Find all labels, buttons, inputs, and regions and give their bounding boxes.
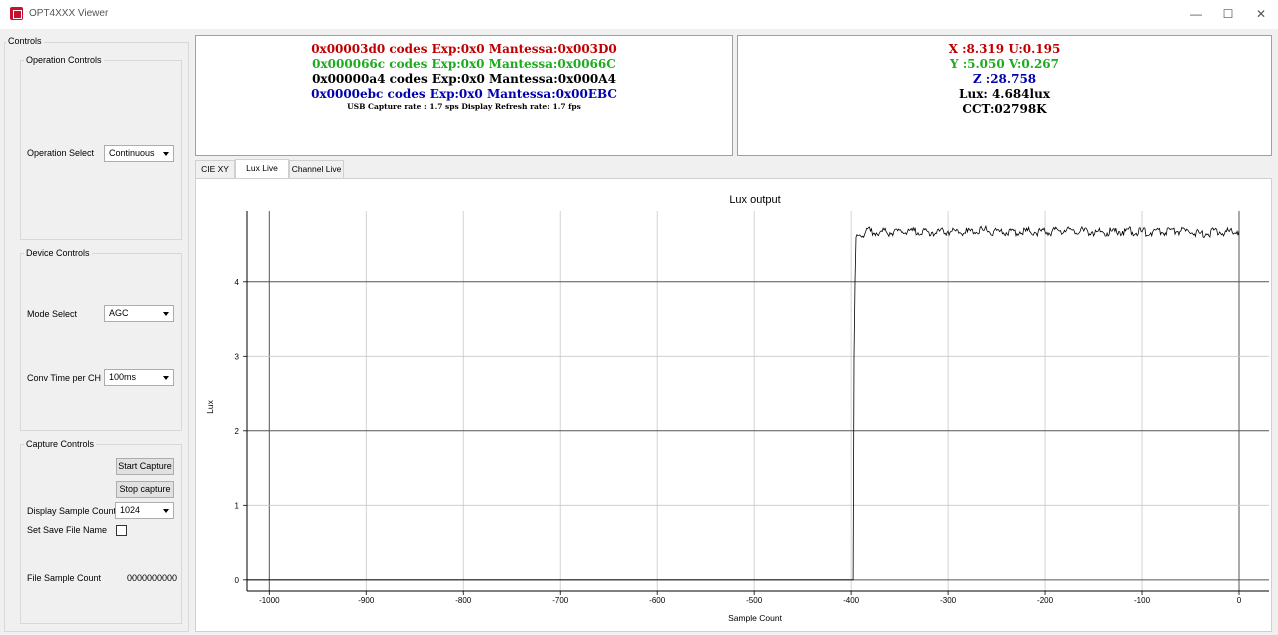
x-tick-label: -1000 bbox=[259, 596, 280, 605]
mode-select-dropdown[interactable]: AGC bbox=[104, 305, 174, 322]
device-controls-title: Device Controls bbox=[24, 248, 92, 258]
mode-select-value: AGC bbox=[109, 308, 129, 318]
display-sample-count-label: Display Sample Count bbox=[27, 506, 117, 516]
x-tick-label: -800 bbox=[455, 596, 472, 605]
codes-line-3: 0x00000a4 codes Exp:0x0 Mantessa:0x000A4 bbox=[312, 72, 616, 86]
chevron-down-icon bbox=[163, 312, 169, 316]
y-tick-label: 0 bbox=[235, 576, 240, 585]
close-button[interactable]: ✕ bbox=[1255, 7, 1267, 21]
x-tick-label: -200 bbox=[1037, 596, 1054, 605]
window-title: OPT4XXX Viewer bbox=[29, 8, 109, 19]
display-sample-count-dropdown[interactable]: 1024 bbox=[115, 502, 174, 519]
minimize-button[interactable]: — bbox=[1190, 7, 1202, 21]
x-tick-label: -100 bbox=[1134, 596, 1151, 605]
xu-readout: X :8.319 U:0.195 bbox=[948, 42, 1061, 56]
app-logo-icon bbox=[10, 7, 23, 20]
operation-controls-title: Operation Controls bbox=[24, 55, 104, 65]
save-file-name-checkbox[interactable] bbox=[116, 525, 127, 536]
operation-select-label: Operation Select bbox=[27, 148, 95, 158]
chart-title: Lux output bbox=[729, 194, 780, 206]
x-tick-label: -400 bbox=[843, 596, 860, 605]
conv-time-dropdown[interactable]: 100ms bbox=[104, 369, 174, 386]
x-tick-label: -300 bbox=[940, 596, 957, 605]
file-sample-count-value: 0000000000 bbox=[127, 573, 178, 583]
lux-series-line bbox=[247, 224, 1240, 581]
controls-group: Controls bbox=[4, 36, 189, 632]
z-readout: Z :28.758 bbox=[972, 72, 1037, 86]
codes-line-4: 0x0000ebc codes Exp:0x0 Mantessa:0x00EBC bbox=[311, 87, 617, 101]
title-bar: OPT4XXX Viewer — ☐ ✕ bbox=[0, 0, 1278, 29]
display-sample-count-value: 1024 bbox=[120, 505, 141, 515]
yv-readout: Y :5.050 V:0.267 bbox=[949, 57, 1060, 71]
x-tick-label: -900 bbox=[358, 596, 375, 605]
x-tick-label: 0 bbox=[1237, 596, 1242, 605]
y-tick-label: 1 bbox=[235, 501, 240, 510]
operation-select-value: Continuous bbox=[109, 148, 155, 158]
conv-time-label: Conv Time per CH bbox=[27, 373, 102, 383]
y-tick-label: 2 bbox=[235, 427, 240, 436]
codes-line-2: 0x000066c codes Exp:0x0 Mantessa:0x0066C bbox=[312, 57, 616, 71]
y-tick-label: 3 bbox=[235, 352, 240, 361]
file-sample-count-label: File Sample Count bbox=[27, 573, 102, 583]
mode-select-label: Mode Select bbox=[27, 309, 78, 319]
y-axis-label: Lux bbox=[205, 399, 215, 413]
operation-select-dropdown[interactable]: Continuous bbox=[104, 145, 174, 162]
x-tick-label: -700 bbox=[552, 596, 569, 605]
chevron-down-icon bbox=[163, 509, 169, 513]
conv-time-value: 100ms bbox=[109, 372, 137, 382]
codes-panel: 0x00003d0 codes Exp:0x0 Mantessa:0x003D0… bbox=[195, 35, 733, 156]
tab-cie-xy[interactable]: CIE XY bbox=[195, 160, 235, 178]
lux-readout: Lux: 4.684lux bbox=[959, 87, 1050, 101]
chevron-down-icon bbox=[163, 152, 169, 156]
cct-readout: CCT:02798K bbox=[962, 102, 1047, 116]
codes-line-1: 0x00003d0 codes Exp:0x0 Mantessa:0x003D0 bbox=[311, 42, 617, 56]
tab-channel-live[interactable]: Channel Live bbox=[289, 160, 344, 178]
x-axis-label: Sample Count bbox=[728, 613, 783, 623]
lux-plot-panel: Lux output -1000 -900 -800 -700 -600 -500 -400… bbox=[195, 178, 1272, 632]
device-controls-group: Device Controls bbox=[20, 248, 182, 431]
capture-controls-group: Capture Controls bbox=[20, 439, 182, 624]
x-tick-label: -500 bbox=[746, 596, 763, 605]
chevron-down-icon bbox=[163, 376, 169, 380]
capture-controls-title: Capture Controls bbox=[24, 439, 97, 449]
tab-lux-live[interactable]: Lux Live bbox=[235, 159, 289, 179]
operation-controls-group: Operation Controls bbox=[20, 55, 182, 240]
x-tick-label: -600 bbox=[649, 596, 666, 605]
controls-title: Controls bbox=[6, 36, 44, 46]
maximize-button[interactable]: ☐ bbox=[1222, 7, 1234, 21]
y-tick-label: 4 bbox=[235, 278, 240, 287]
start-capture-button[interactable]: Start Capture bbox=[116, 458, 174, 475]
lux-chart: Lux output -1000 -900 -800 -700 -600 -500 -400… bbox=[205, 194, 1269, 623]
color-readout-panel: X :8.319 U:0.195 Y :5.050 V:0.267 Z :28.… bbox=[737, 35, 1272, 156]
rates-line: USB Capture rate : 1.7 sps Display Refre… bbox=[347, 102, 581, 111]
save-file-name-label: Set Save File Name bbox=[27, 525, 108, 535]
stop-capture-button[interactable]: Stop capture bbox=[116, 481, 174, 498]
